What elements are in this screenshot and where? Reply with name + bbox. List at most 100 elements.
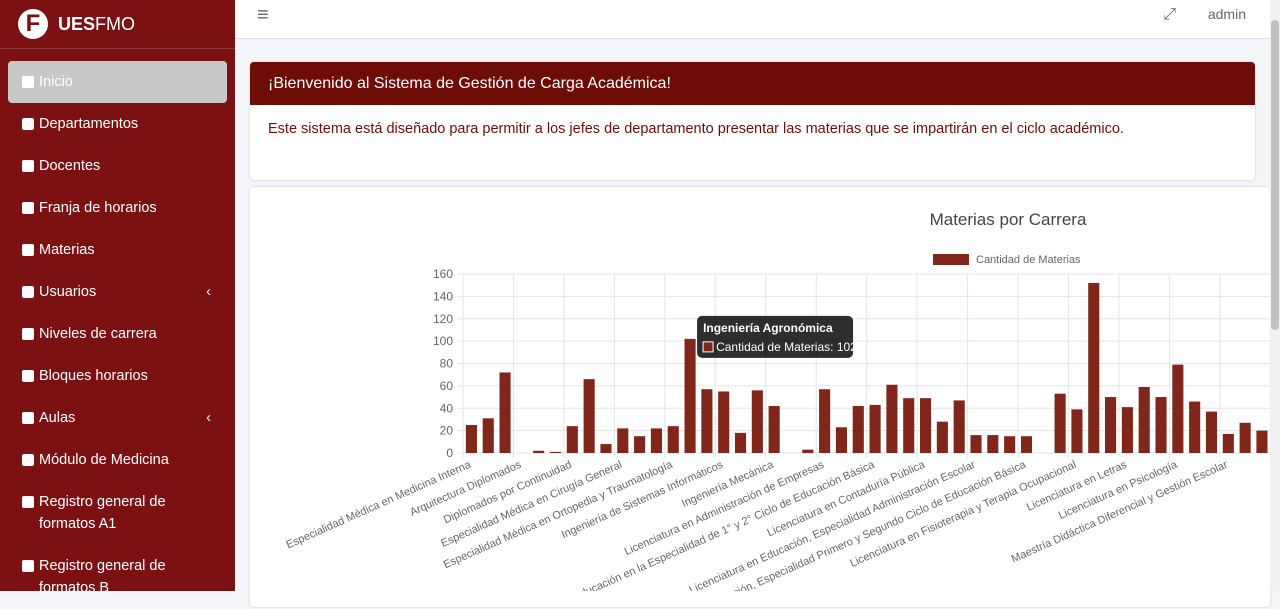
icon xyxy=(22,370,34,382)
bar xyxy=(936,421,948,453)
bar xyxy=(634,436,646,453)
menu-item[interactable]: Materias xyxy=(8,229,227,271)
bar xyxy=(819,389,831,453)
bar xyxy=(1105,397,1117,453)
icon xyxy=(22,244,34,256)
icon xyxy=(22,412,34,424)
tooltip-value: 102 xyxy=(837,340,857,354)
bar xyxy=(734,432,747,453)
menu-label: Aulas xyxy=(39,410,76,426)
bar xyxy=(1071,409,1083,453)
tooltip: Ingeniería Agronómica Cantidad de Materia… xyxy=(697,315,857,358)
y-tick-label: 160 xyxy=(433,267,453,281)
icon xyxy=(22,328,34,340)
tooltip-sep: : xyxy=(830,340,837,354)
chart-card: Materias por Carrera Cantidad de Materias… xyxy=(250,187,1270,607)
bar xyxy=(667,426,679,453)
tooltip-swatch xyxy=(702,341,714,353)
menu-item[interactable]: Bloques horarios xyxy=(8,355,227,397)
icon xyxy=(22,76,34,88)
bar xyxy=(1155,397,1167,453)
bar xyxy=(1121,407,1133,453)
menu-item[interactable]: Registro general de formatos B xyxy=(8,545,227,609)
icon xyxy=(22,286,34,298)
bar xyxy=(566,426,578,453)
bar xyxy=(852,406,864,453)
menu-label: Inicio xyxy=(39,74,73,90)
bar xyxy=(583,379,595,453)
bar xyxy=(1138,386,1150,453)
bar xyxy=(549,451,562,453)
menu-label: Franja de horarios xyxy=(39,200,157,216)
bar xyxy=(903,398,915,453)
icon xyxy=(22,118,34,130)
menu-label: Departamentos xyxy=(39,116,139,132)
tooltip-box xyxy=(697,315,854,358)
bar xyxy=(886,384,898,453)
menu-toggle[interactable]: ≡ xyxy=(257,4,269,26)
bar xyxy=(1054,393,1066,453)
bar xyxy=(1189,401,1201,453)
tooltip-title: Ingeniería Agronómica xyxy=(703,321,833,335)
y-tick-label: 0 xyxy=(446,446,453,460)
bar xyxy=(533,450,545,453)
menu-item[interactable]: Niveles de carrera xyxy=(8,313,227,355)
menu-label: Materias xyxy=(39,242,95,258)
bar xyxy=(802,449,814,453)
menu-item[interactable]: Registro general de formatos A1 xyxy=(8,481,227,545)
logo: F xyxy=(18,9,48,39)
bar xyxy=(869,404,881,453)
menu-label: Docentes xyxy=(39,158,101,174)
bar xyxy=(1004,436,1016,453)
icon xyxy=(22,160,34,172)
bar xyxy=(617,428,629,453)
menu-item[interactable]: Franja de horarios xyxy=(8,187,227,229)
y-tick-label: 80 xyxy=(440,357,454,371)
brand[interactable]: F UES FMO xyxy=(0,0,235,49)
bar xyxy=(751,390,763,453)
icon xyxy=(22,560,34,572)
user[interactable]: admin xyxy=(1207,6,1246,22)
menu-item[interactable]: Usuarios ‹ xyxy=(8,271,227,313)
y-tick-label: 60 xyxy=(440,379,454,393)
icon xyxy=(22,202,34,214)
legend-swatch xyxy=(933,254,969,265)
bar xyxy=(987,435,999,453)
legend-label: Cantidad de Materias xyxy=(976,254,1081,266)
bar xyxy=(499,372,511,453)
bar xyxy=(1222,433,1234,453)
bar xyxy=(684,338,696,453)
brand-bold: UES xyxy=(58,13,96,34)
bar xyxy=(701,389,713,453)
bar xyxy=(1205,411,1218,453)
menu-item[interactable]: Módulo de Medicina xyxy=(8,439,227,481)
icon xyxy=(22,454,34,466)
menu-label: Registro general de formatos B xyxy=(39,558,166,596)
brand-light: FMO xyxy=(95,13,136,34)
menu: Inicio Departamentos Docentes Franja de hor… xyxy=(0,61,235,609)
menu-item[interactable]: Departamentos xyxy=(8,103,227,145)
bar xyxy=(953,400,965,453)
arrow: ‹ xyxy=(206,410,211,426)
welcome-title: ¡Bienvenido al Sistema de Gestión de Car… xyxy=(250,62,1255,105)
bar xyxy=(465,425,477,453)
bar xyxy=(718,391,730,453)
y-tick-label: 140 xyxy=(433,289,453,303)
bar xyxy=(600,444,612,453)
fullscreen[interactable]: ⤢ xyxy=(1163,6,1176,23)
bar xyxy=(1020,436,1033,453)
bar xyxy=(650,428,662,453)
chart: Materias por Carrera Cantidad de Materias… xyxy=(285,210,1270,607)
menu-item[interactable]: Inicio xyxy=(8,61,227,103)
menu-item[interactable]: Docentes xyxy=(8,145,227,187)
menu-item[interactable]: Aulas ‹ xyxy=(8,397,227,439)
y-tick-label: 20 xyxy=(440,424,454,438)
bar xyxy=(919,398,932,453)
welcome-text: Este sistema está diseñado para permitir… xyxy=(268,121,1124,137)
arrow: ‹ xyxy=(206,284,211,300)
menu-label: Módulo de Medicina xyxy=(39,452,169,468)
welcome-card: ¡Bienvenido al Sistema de Gestión de Car… xyxy=(250,62,1255,180)
top-bar: ≡ ⤢ admin xyxy=(235,0,1280,39)
bar xyxy=(768,406,780,453)
tooltip-series: Cantidad de Materias xyxy=(716,340,830,354)
